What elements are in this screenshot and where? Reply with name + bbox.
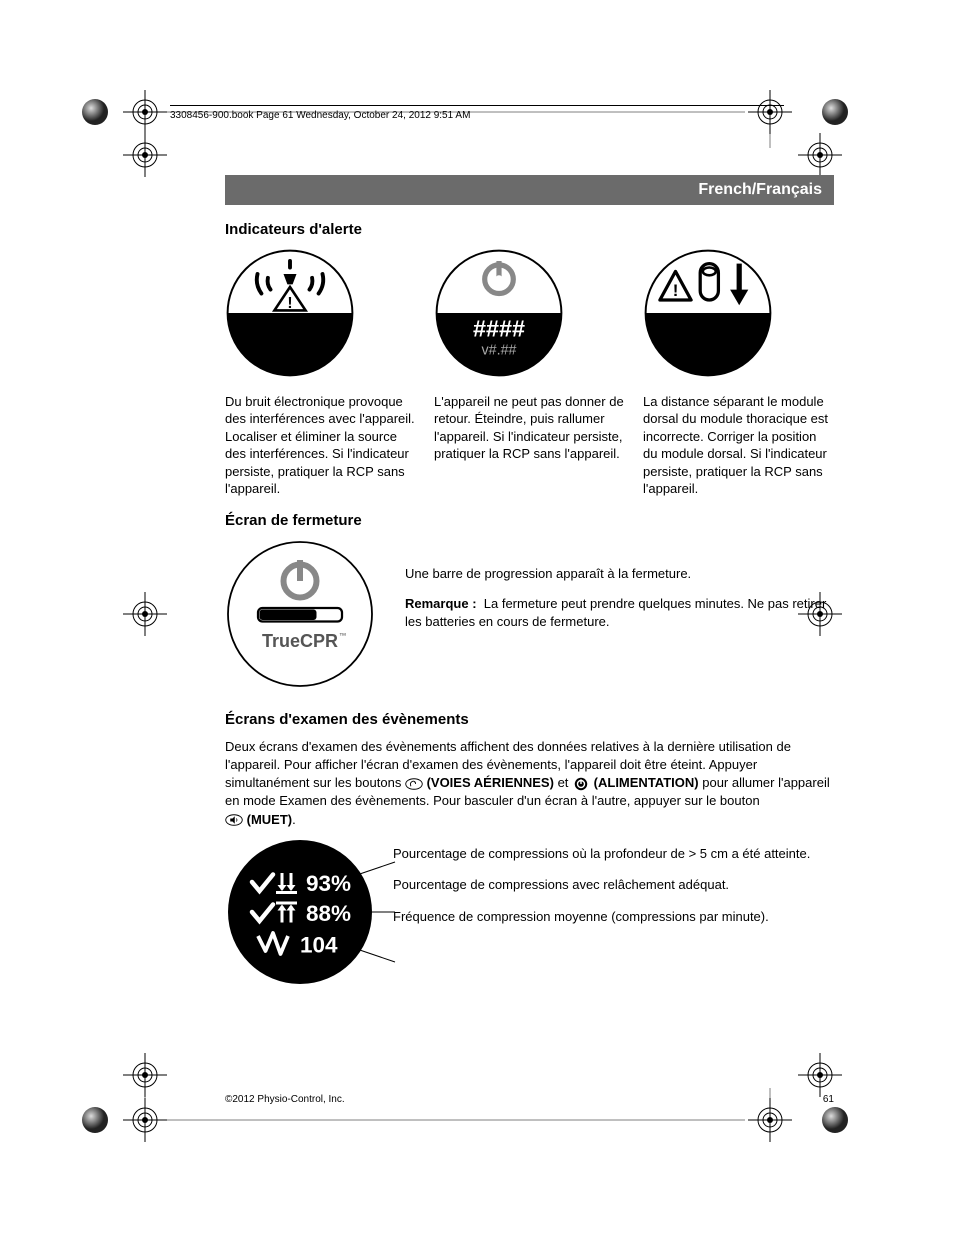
section-title-alerts: Indicateurs d'alerte [225, 221, 834, 238]
shutdown-p2: Remarque : La fermeture peut prendre que… [405, 595, 834, 631]
page-number: 61 [823, 1094, 834, 1105]
copyright-text: ©2012 Physio-Control, Inc. [225, 1094, 345, 1105]
power-button-icon [572, 777, 590, 791]
airways-button-icon [405, 777, 423, 791]
print-header: 3308456-900.book Page 61 Wednesday, Octo… [170, 105, 784, 121]
events-paragraph: Deux écrans d'examen des évènements affi… [225, 738, 834, 829]
event-review-screen: 93% 88% 104 [225, 837, 375, 987]
alert-power-cycle-icon: #### v#.## [434, 248, 564, 378]
section-title-shutdown: Écran de fermeture [225, 512, 834, 529]
page-content: French/Français Indicateurs d'alerte ! [225, 175, 834, 987]
alert-power-cycle-text: L'appareil ne peut pas donner de retour.… [434, 393, 625, 463]
alert-distance-text: La distance séparant le module dorsal du… [643, 393, 834, 498]
stat1-label: Pourcentage de compressions où la profon… [393, 845, 834, 863]
alert-ver: v#.## [482, 343, 517, 359]
shutdown-text: Une barre de progression apparaît à la f… [405, 539, 834, 644]
alert-distance-icon: ! [643, 248, 773, 378]
svg-text:TrueCPR: TrueCPR [262, 631, 338, 651]
language-bar: French/Français [225, 175, 834, 205]
svg-text:!: ! [287, 295, 292, 312]
alerts-row: ! Du bruit électronique provoque des int… [225, 248, 834, 498]
mute-button-icon [225, 813, 243, 827]
header-text: 3308456-900.book Page 61 Wednesday, Octo… [170, 110, 470, 121]
stat3-label: Fréquence de compression moyenne (compre… [393, 908, 834, 926]
alert-noise: ! Du bruit électronique provoque des int… [225, 248, 416, 498]
page-footer: ©2012 Physio-Control, Inc. 61 [225, 1094, 834, 1105]
alert-power-cycle: #### v#.## L'appareil ne peut pas donner… [434, 248, 625, 498]
section-title-events: Écrans d'examen des évènements [225, 711, 834, 728]
svg-text:104: 104 [300, 932, 338, 957]
shutdown-p1: Une barre de progression apparaît à la f… [405, 565, 834, 583]
alert-noise-text: Du bruit électronique provoque des inter… [225, 393, 416, 498]
alert-noise-icon: ! [225, 248, 355, 378]
stat2-label: Pourcentage de compressions avec relâche… [393, 876, 834, 894]
svg-text:!: ! [673, 281, 679, 300]
event-review-row: 93% 88% 104 [225, 837, 834, 987]
shutdown-icon: TrueCPR ™ [225, 539, 375, 689]
alert-hash: #### [473, 315, 525, 341]
svg-text:™: ™ [339, 631, 347, 640]
event-labels: Pourcentage de compressions où la profon… [393, 837, 834, 987]
alert-distance: ! La distance séparant le module dorsal … [643, 248, 834, 498]
shutdown-row: TrueCPR ™ Une barre de progression appar… [225, 539, 834, 689]
